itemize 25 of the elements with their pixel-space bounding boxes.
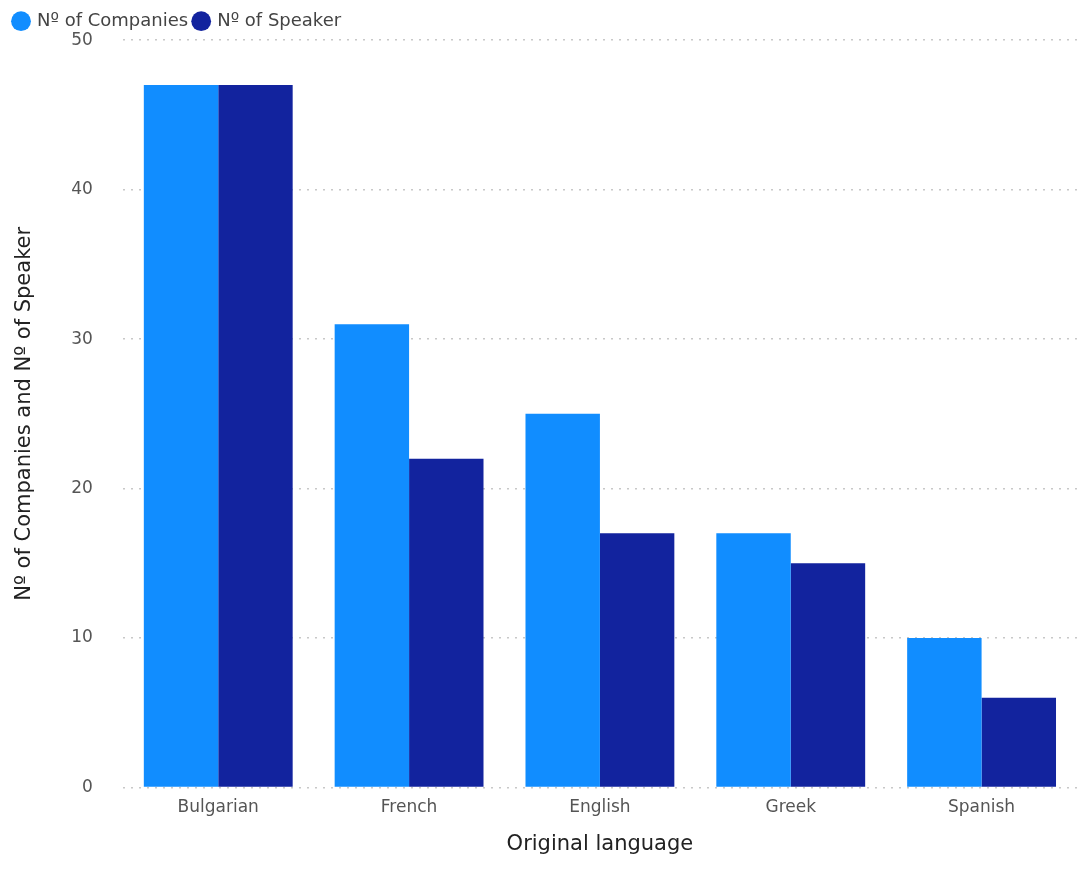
bar: [907, 637, 982, 787]
y-axis-title: Nº of Companies and Nº of Speaker: [11, 226, 36, 601]
x-axis-title: Original language: [506, 830, 694, 855]
x-tick-label: Spanish: [948, 796, 1016, 817]
x-tick-label: French: [380, 796, 438, 817]
bar: [409, 458, 484, 787]
y-tick-label: 40: [71, 178, 93, 199]
bar: [334, 324, 410, 787]
bar: [599, 533, 675, 787]
legend-label: Nº of Companies: [37, 8, 189, 30]
bar: [981, 697, 1057, 787]
bar: [790, 563, 866, 787]
x-tick-label: Greek: [765, 796, 817, 817]
bar: [525, 413, 600, 787]
bar: [716, 533, 791, 787]
bar: [218, 85, 293, 787]
y-tick-label: 0: [82, 775, 93, 796]
legend-label: Nº of Speaker: [217, 8, 342, 30]
x-tick-label: English: [569, 796, 631, 817]
y-tick-label: 20: [71, 476, 93, 497]
y-tick-label: 30: [71, 327, 93, 348]
y-tick-label: 50: [71, 28, 93, 49]
bar: [143, 85, 219, 787]
y-tick-label: 10: [71, 626, 93, 647]
x-tick-label: Bulgarian: [177, 796, 259, 817]
